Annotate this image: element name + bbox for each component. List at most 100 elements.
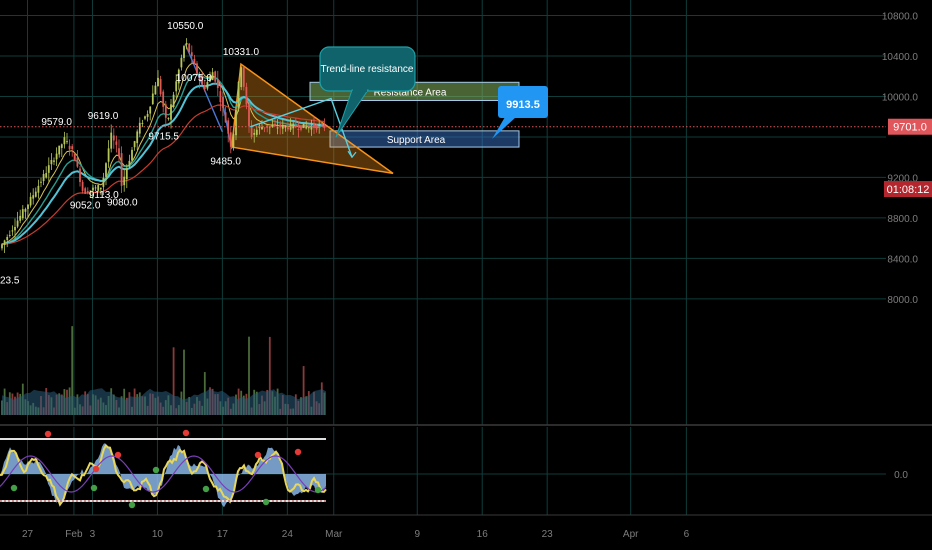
- candle-body: [196, 63, 198, 74]
- volume-bar: [248, 336, 250, 415]
- candle-body: [99, 187, 102, 190]
- x-tick-label: 27: [22, 529, 34, 540]
- y-tick-label: 8400.0: [887, 254, 918, 265]
- oscillator-signal-dot: [92, 465, 100, 473]
- candle-body: [224, 112, 227, 123]
- y-tick-label: 8000.0: [887, 295, 918, 306]
- countdown-badge: [884, 181, 932, 197]
- candle-body: [133, 141, 136, 148]
- x-tick-label: 10: [152, 529, 164, 540]
- candle-body: [279, 124, 282, 128]
- candle-body: [37, 185, 40, 193]
- candle-body: [206, 81, 209, 89]
- candle-body: [50, 159, 53, 165]
- last-price-badge: [888, 118, 932, 135]
- candle-body: [175, 81, 178, 92]
- candle-body: [229, 132, 232, 147]
- candle-body: [263, 127, 266, 129]
- candle-body: [219, 91, 222, 103]
- candle-body: [177, 69, 180, 84]
- volume-bar: [183, 349, 185, 415]
- candle-body: [120, 153, 123, 186]
- candle-body: [107, 148, 110, 162]
- candle-body: [27, 204, 29, 209]
- projection-path: [249, 97, 353, 158]
- candle-body: [320, 123, 323, 125]
- candle-body: [164, 104, 167, 118]
- oscillator-signal-dot: [182, 429, 190, 437]
- x-tick-label: 24: [282, 529, 294, 540]
- candle-body: [245, 86, 248, 105]
- candle-body: [157, 77, 159, 87]
- candle-body: [209, 76, 211, 82]
- candle-body: [167, 118, 170, 120]
- candle-body: [188, 43, 191, 53]
- candle-body: [11, 230, 14, 232]
- resistance-area-label: Resistance Area: [374, 87, 447, 98]
- price-label: 9052.0: [70, 200, 101, 211]
- candle-body: [154, 85, 157, 95]
- candle-body: [40, 181, 42, 183]
- candle-body: [170, 104, 172, 120]
- ema-line: [1, 104, 325, 245]
- osc-tick-label: 0.0: [894, 470, 908, 481]
- candle-body: [84, 188, 87, 194]
- price-label: 23.5: [0, 276, 20, 287]
- candle-body: [14, 227, 16, 231]
- candle-body: [284, 125, 287, 128]
- candle-body: [253, 132, 256, 135]
- candle-body: [79, 168, 81, 183]
- candle-body: [47, 165, 50, 173]
- candle-body: [115, 141, 118, 145]
- candle-body: [63, 137, 66, 145]
- candle-body: [242, 67, 245, 87]
- candle-body: [118, 148, 120, 157]
- candle-body: [8, 234, 11, 236]
- ema-line: [1, 82, 325, 246]
- volume-bars: [1, 326, 326, 415]
- candle-body: [144, 116, 146, 119]
- y-tick-label: 10000.0: [882, 92, 919, 103]
- price-label: 10075.0: [176, 73, 213, 84]
- candle-body: [60, 144, 63, 148]
- candle-body: [29, 196, 32, 206]
- volume-bar: [172, 347, 175, 415]
- trendline-callout-joint: [353, 89, 367, 92]
- oscillator-purple-line: [0, 455, 327, 493]
- price-label: 9715.5: [148, 131, 179, 142]
- candle-body: [211, 72, 214, 81]
- oscillator-signal-dot: [44, 430, 52, 438]
- candle-body: [73, 153, 76, 161]
- support-area-label: Support Area: [387, 135, 446, 146]
- candle-body: [94, 187, 97, 189]
- price-label: 9485.0: [210, 157, 241, 168]
- candle-body: [110, 132, 113, 149]
- candle-body: [146, 114, 149, 117]
- candle-body: [105, 163, 107, 177]
- callouts: Trend-line resistance 9913.5: [319, 46, 548, 139]
- candle-body: [149, 106, 152, 114]
- candle-body: [34, 191, 37, 197]
- oscillator-signal-dot: [114, 451, 122, 459]
- oscillator-signal-dot: [314, 486, 322, 494]
- candle-body: [97, 185, 100, 191]
- oscillator-signal-dot: [262, 498, 270, 506]
- y-tick-label: 10400.0: [882, 52, 919, 63]
- candle-body: [6, 237, 9, 240]
- candle-body: [58, 145, 61, 155]
- candle-body: [86, 190, 89, 194]
- oscillator-signal-dot: [254, 451, 262, 459]
- price-label: 9113.0: [89, 190, 119, 201]
- price-label: 9619.0: [88, 111, 119, 122]
- volume-bar: [71, 326, 74, 415]
- candle-body: [89, 190, 92, 192]
- candle-body: [3, 240, 6, 245]
- candle-body: [92, 187, 94, 191]
- candle-body: [261, 127, 263, 130]
- candle-body: [138, 122, 141, 134]
- price-labels: 10550.0 10331.0 10075.0 9579.0 9619.0 9715.5 9…: [0, 21, 259, 287]
- candle-body: [66, 141, 68, 143]
- y-tick-label: 8800.0: [887, 214, 918, 225]
- candle-body: [307, 126, 310, 129]
